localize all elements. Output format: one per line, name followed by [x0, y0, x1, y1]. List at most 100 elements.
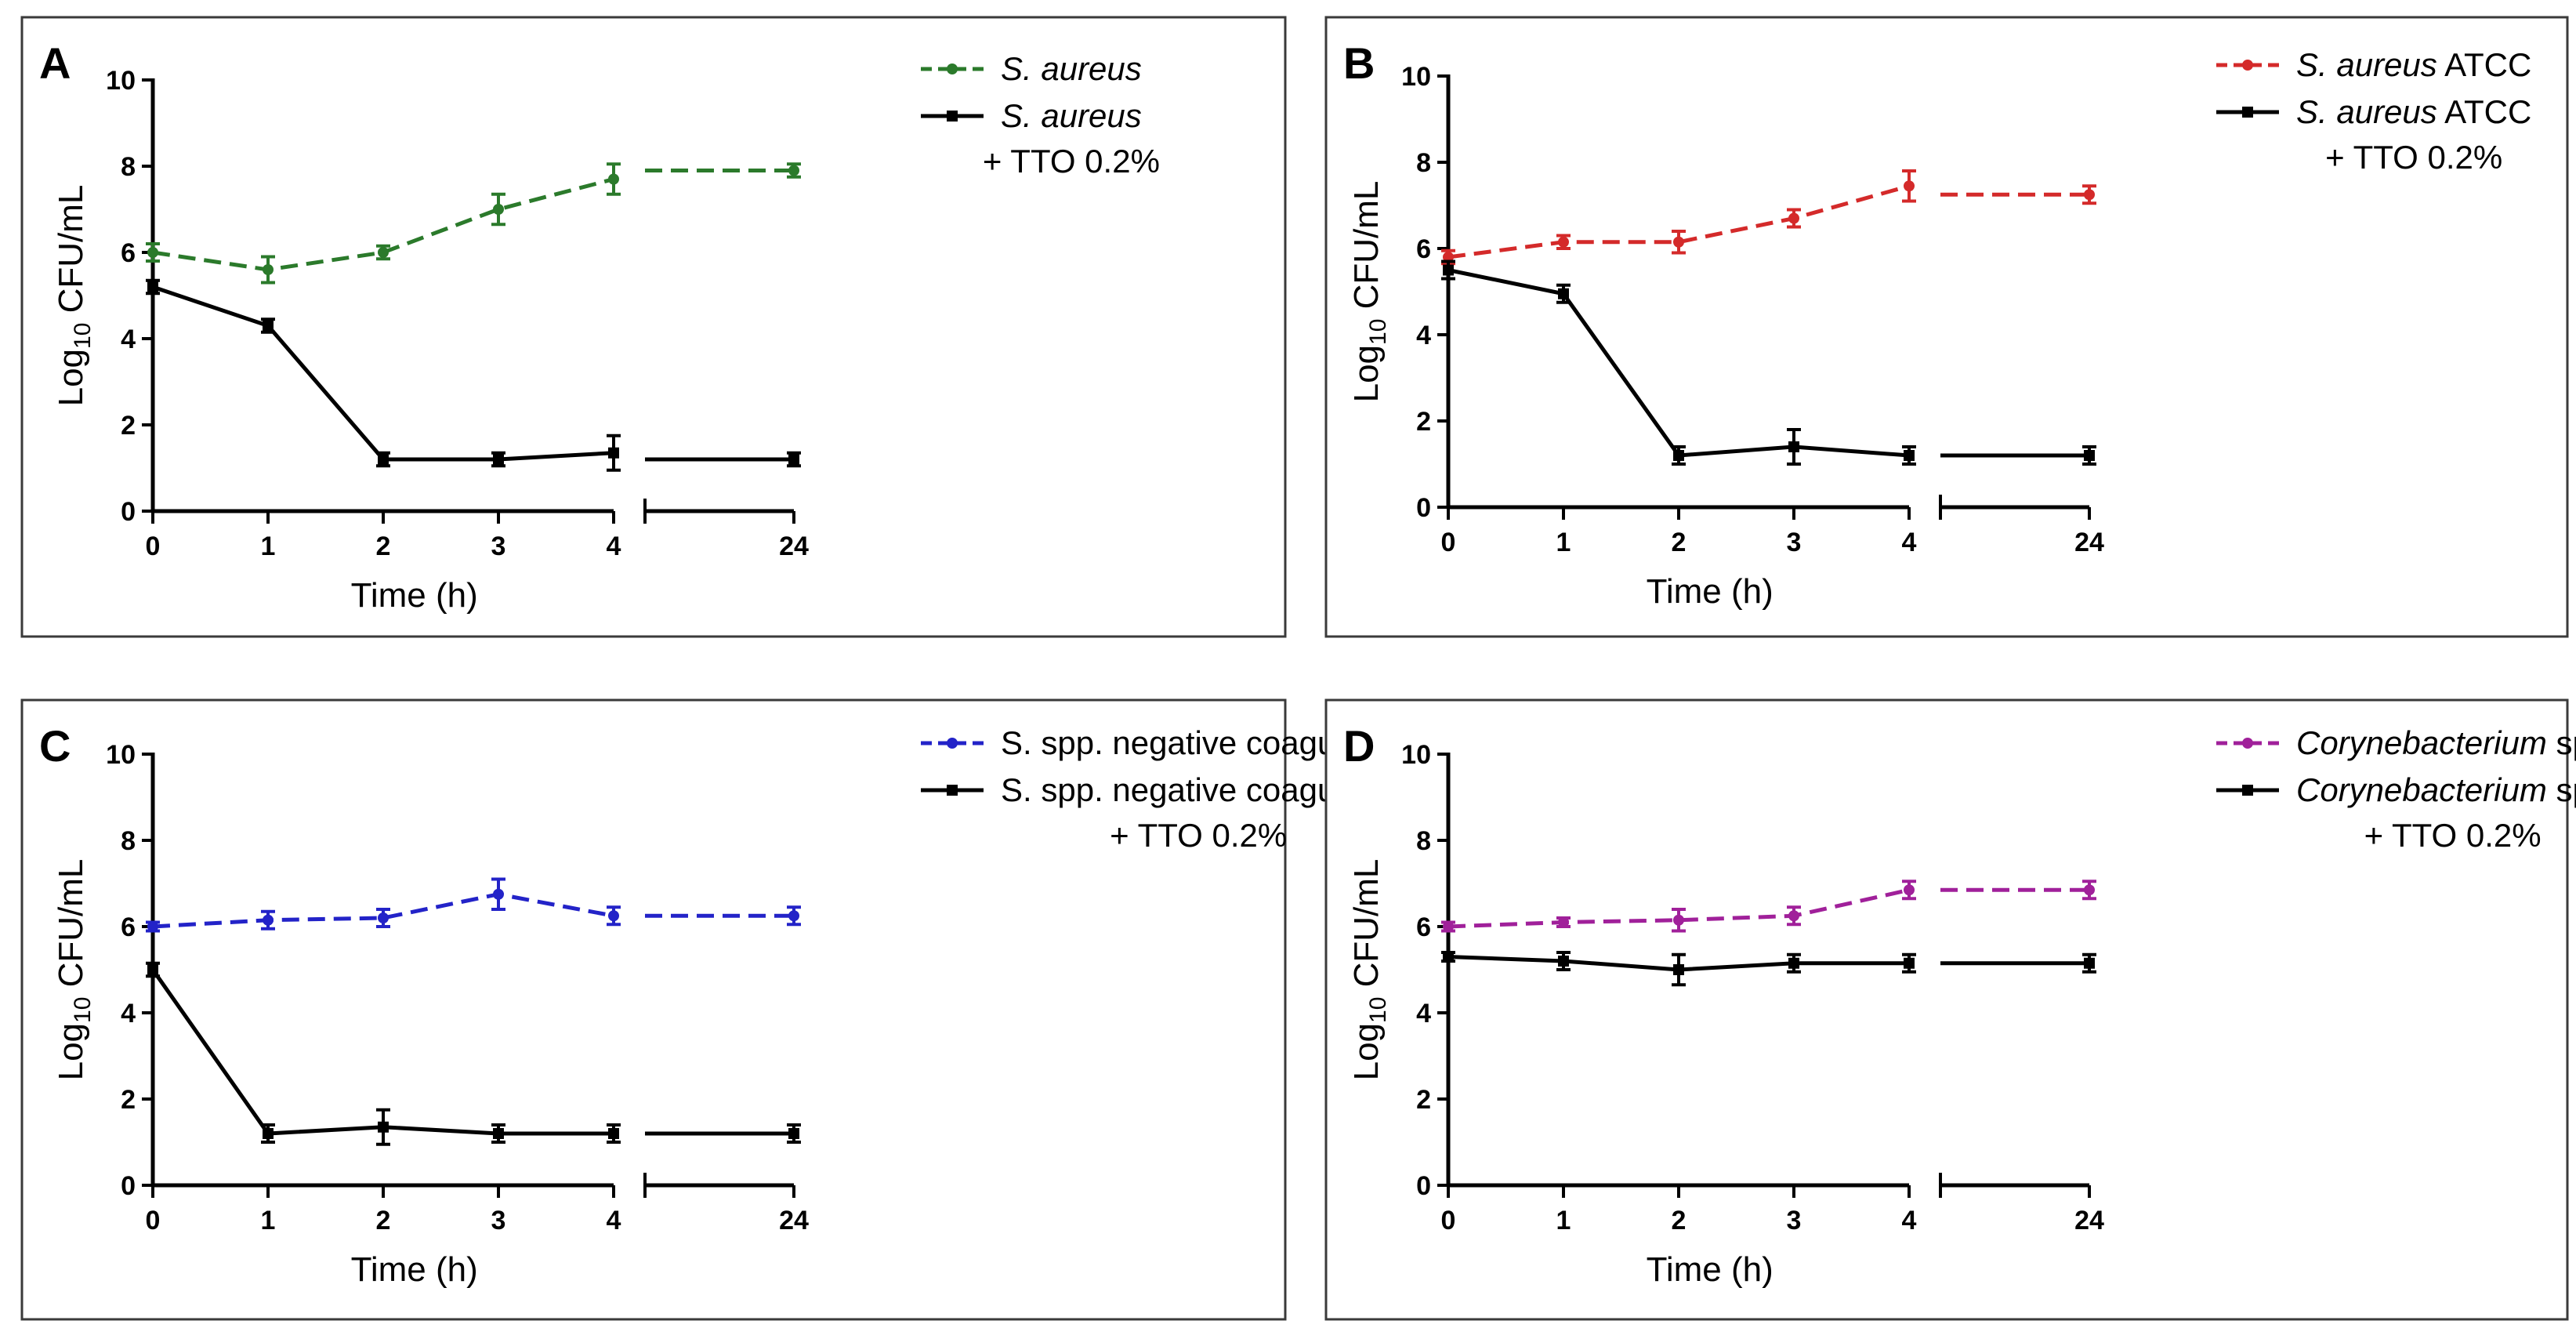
y-tick-label: 0 — [121, 1171, 136, 1201]
series-tto — [1441, 951, 2096, 987]
x-tick-label: 0 — [1441, 1206, 1456, 1235]
x-axis-title: Time (h) — [351, 1250, 478, 1289]
legend-marker — [2242, 107, 2253, 118]
x-tick-label: 3 — [491, 531, 506, 561]
y-tick-label: 10 — [106, 66, 136, 96]
series-line — [1447, 183, 1910, 259]
legend-label: Corynebacterium spp — [2296, 724, 2576, 761]
x-tick-label: 24 — [779, 531, 809, 561]
legend-marker — [947, 63, 958, 74]
y-tick-label: 2 — [121, 411, 136, 441]
data-point — [1558, 956, 1569, 967]
x-axis-title: Time (h) — [351, 576, 478, 615]
data-point — [378, 247, 389, 258]
y-tick-label: 4 — [1416, 999, 1431, 1028]
data-point — [608, 447, 619, 459]
legend-label-italic: Corynebacterium — [2296, 724, 2547, 761]
panel-frame — [20, 698, 1287, 1321]
data-point — [1904, 180, 1915, 192]
x-tick-label: 24 — [2074, 1206, 2104, 1235]
y-axis-title-rest: CFU/mL — [1347, 181, 1386, 319]
data-point — [378, 454, 389, 465]
data-point — [493, 454, 504, 465]
data-point — [1904, 450, 1915, 461]
x-tick-label: 2 — [1672, 1206, 1687, 1235]
x-tick-label: 3 — [1787, 528, 1802, 557]
data-point — [1788, 441, 1799, 452]
y-tick-label: 4 — [121, 999, 136, 1028]
legend-label-italic: Corynebacterium — [2296, 771, 2547, 808]
y-tick-label: 0 — [1416, 1171, 1431, 1201]
legend-label-italic: S. aureus — [1001, 50, 1142, 87]
data-point — [1673, 964, 1684, 975]
x-tick-label: 1 — [1556, 1206, 1571, 1235]
data-point — [1558, 288, 1569, 299]
x-tick-label: 1 — [261, 531, 276, 561]
data-point — [1904, 884, 1915, 896]
series-control — [146, 162, 801, 285]
y-tick-label: 4 — [121, 325, 136, 354]
y-tick-label: 2 — [1416, 1085, 1431, 1115]
y-tick-label: 8 — [1416, 148, 1431, 178]
x-tick-label: 24 — [779, 1206, 809, 1235]
data-point — [1443, 264, 1454, 276]
y-axis-title-sub: 10 — [70, 323, 96, 349]
y-axis-title: Log10 CFU/mL — [1347, 859, 1391, 1081]
y-tick-label: 4 — [1416, 321, 1431, 350]
panel-frame — [20, 16, 1287, 638]
data-point — [1558, 236, 1569, 248]
data-point — [1788, 910, 1799, 922]
y-tick-label: 6 — [121, 912, 136, 942]
data-point — [2084, 189, 2095, 201]
x-tick-label: 4 — [1902, 1206, 1917, 1235]
legend-label-line2: + TTO 0.2% — [1110, 817, 1287, 854]
panel-frame — [1324, 16, 2569, 638]
y-tick-label: 0 — [1416, 493, 1431, 523]
legend-label-rest: ATCC — [2437, 46, 2532, 83]
y-tick-label: 8 — [1416, 826, 1431, 856]
series-control — [1441, 169, 2096, 266]
data-point — [608, 173, 619, 185]
legend-label-line2: + TTO 0.2% — [983, 143, 1160, 180]
legend-label-rest: spp — [2547, 724, 2576, 761]
x-tick-label: 0 — [146, 1206, 161, 1235]
legend-marker — [947, 785, 958, 796]
data-point — [2084, 450, 2095, 461]
y-axis-title: Log10 CFU/mL — [52, 185, 96, 407]
y-tick-label: 10 — [1401, 740, 1431, 770]
data-point — [1558, 916, 1569, 928]
x-tick-label: 4 — [1902, 528, 1917, 557]
series-tto — [1441, 259, 2096, 466]
legend-label-line2: + TTO 0.2% — [2325, 139, 2502, 176]
panel-letter: A — [39, 38, 71, 88]
data-point — [1673, 450, 1684, 461]
series-control — [146, 877, 801, 933]
x-tick-label: 0 — [146, 531, 161, 561]
data-point — [147, 964, 158, 975]
data-point — [263, 1128, 274, 1139]
x-tick-label: 0 — [1441, 528, 1456, 557]
y-tick-label: 6 — [1416, 234, 1431, 264]
series-tto — [146, 278, 801, 472]
x-tick-label: 4 — [607, 531, 621, 561]
data-point — [2084, 884, 2095, 896]
data-point — [378, 1121, 389, 1133]
data-point — [1788, 212, 1799, 224]
legend-label: Corynebacterium spp — [2296, 771, 2576, 808]
panel-frame — [1324, 698, 2569, 1321]
legend-marker — [947, 111, 958, 122]
panel-letter: B — [1343, 38, 1375, 88]
legend-marker — [2242, 738, 2253, 749]
data-point — [788, 910, 799, 922]
y-tick-label: 10 — [1401, 62, 1431, 92]
data-point — [1443, 921, 1454, 932]
legend-marker — [947, 738, 958, 749]
legend-label-rest: ATCC — [2437, 93, 2532, 130]
y-tick-label: 10 — [106, 740, 136, 770]
y-tick-label: 6 — [121, 238, 136, 268]
data-point — [263, 914, 274, 926]
